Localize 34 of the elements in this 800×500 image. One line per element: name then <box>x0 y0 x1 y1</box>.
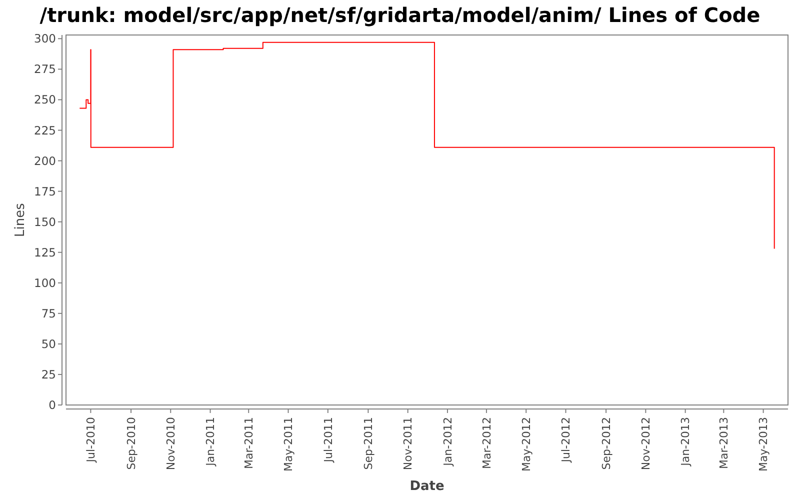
x-tick-label: May-2011 <box>282 417 296 472</box>
x-tick-label: Nov-2011 <box>402 417 415 470</box>
x-tick-label: Jan-2012 <box>441 417 454 467</box>
y-tick-label: 200 <box>34 154 56 168</box>
y-tick-label: 300 <box>34 32 56 46</box>
y-tick-label: 125 <box>34 245 56 260</box>
x-tick-label: Nov-2012 <box>640 417 653 470</box>
y-tick-label: 25 <box>41 367 56 382</box>
x-tick-label: Jul-2012 <box>560 417 573 464</box>
y-tick-label: 225 <box>34 123 56 138</box>
y-tick-label: 150 <box>34 214 56 229</box>
x-tick-label: Jul-2010 <box>84 417 98 464</box>
x-tick-label: Mar-2011 <box>242 417 256 470</box>
y-axis-title: Lines <box>13 202 28 237</box>
x-tick-label: Mar-2012 <box>480 417 494 470</box>
x-tick-label: Sep-2012 <box>600 417 613 470</box>
x-axis-title: Date <box>410 479 444 494</box>
x-tick-label: Mar-2013 <box>718 417 731 470</box>
y-tick-label: 50 <box>41 336 56 351</box>
x-tick-label: May-2013 <box>757 417 770 472</box>
y-tick-label: 75 <box>41 306 56 320</box>
x-tick-label: May-2012 <box>520 417 533 472</box>
x-tick-label: Sep-2011 <box>362 417 376 470</box>
y-tick-label: 250 <box>34 92 56 107</box>
x-tick-label: Jan-2011 <box>204 417 218 467</box>
y-tick-label: 175 <box>34 184 56 198</box>
x-tick-label: Nov-2010 <box>164 417 178 470</box>
x-tick-label: Jul-2011 <box>322 417 335 464</box>
x-tick-label: Jan-2013 <box>679 417 692 467</box>
y-tick-label: 100 <box>34 276 56 290</box>
y-tick-label: 0 <box>48 398 56 412</box>
x-tick-label: Sep-2010 <box>124 417 138 470</box>
chart-title: /trunk: model/src/app/net/sf/gridarta/model/anim/ Lines of Code <box>40 3 760 27</box>
y-tick-label: 275 <box>34 62 56 76</box>
